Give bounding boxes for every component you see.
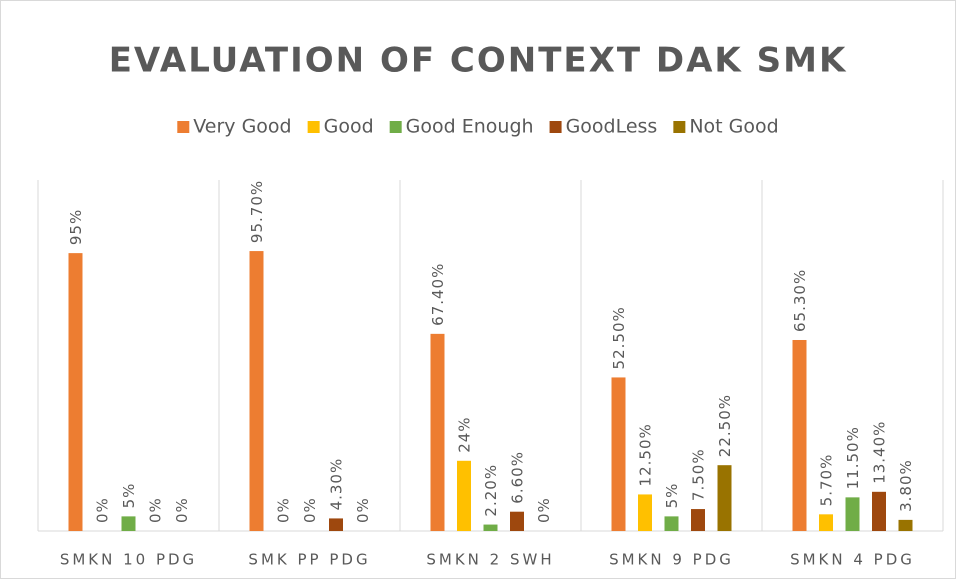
value-label: 0% xyxy=(94,497,112,523)
value-label: 22.50% xyxy=(716,394,734,457)
bar xyxy=(68,253,83,531)
value-label: 11.50% xyxy=(844,426,862,489)
value-label: 4.30% xyxy=(328,458,346,511)
bar xyxy=(430,333,445,531)
legend-swatch xyxy=(307,121,320,133)
value-label: 0% xyxy=(354,497,372,523)
bar xyxy=(121,516,136,531)
bar xyxy=(845,497,860,531)
bar xyxy=(510,511,524,531)
x-tick-label: SMKN 4 PDG xyxy=(790,551,915,569)
value-label: 52.50% xyxy=(610,306,628,369)
value-label: 2.20% xyxy=(482,464,500,517)
value-label: 5% xyxy=(120,483,138,509)
legend-swatch xyxy=(177,121,190,133)
legend-label: Good Enough xyxy=(406,116,534,138)
value-label: 6.60% xyxy=(509,451,527,504)
value-label: 5% xyxy=(663,483,681,509)
bar xyxy=(249,251,264,531)
legend-label: Very Good xyxy=(193,116,291,138)
value-label: 0% xyxy=(301,497,319,523)
value-label: 0% xyxy=(535,497,553,523)
value-label: 7.50% xyxy=(690,448,708,501)
value-label: 5.70% xyxy=(818,454,836,507)
legend-swatch xyxy=(673,121,686,133)
legend-label: Not Good xyxy=(689,116,778,138)
bar xyxy=(483,524,498,531)
x-tick-label: SMKN 9 PDG xyxy=(609,551,734,569)
bar xyxy=(691,509,705,531)
bar xyxy=(792,339,807,531)
chart-title: EVALUATION OF CONTEXT DAK SMK xyxy=(109,41,848,81)
bar xyxy=(329,518,343,531)
bar xyxy=(664,516,679,531)
value-label: 67.40% xyxy=(429,263,447,326)
value-label: 12.50% xyxy=(637,423,655,486)
x-tick-label: SMKN 10 PDG xyxy=(60,551,197,569)
x-tick-label: SMK PP PDG xyxy=(248,551,370,569)
bar xyxy=(638,494,652,531)
bar xyxy=(457,460,471,531)
value-label: 0% xyxy=(275,497,293,523)
value-label: 13.40% xyxy=(871,421,889,484)
legend-swatch xyxy=(549,121,562,133)
bar xyxy=(872,491,886,531)
value-label: 0% xyxy=(173,497,191,523)
value-label: 3.80% xyxy=(897,459,915,512)
bar xyxy=(717,465,732,531)
legend-label: GoodLess xyxy=(566,116,658,138)
bar xyxy=(611,377,626,531)
value-label: 65.30% xyxy=(791,269,809,332)
legend-label: Good xyxy=(324,116,374,138)
bar xyxy=(898,519,913,531)
value-label: 95.70% xyxy=(248,180,266,243)
legend-swatch xyxy=(389,121,402,133)
value-label: 95% xyxy=(67,209,85,245)
value-label: 24% xyxy=(456,416,474,452)
bar xyxy=(819,514,833,531)
value-label: 0% xyxy=(147,497,165,523)
x-tick-label: SMKN 2 SWH xyxy=(426,551,554,569)
